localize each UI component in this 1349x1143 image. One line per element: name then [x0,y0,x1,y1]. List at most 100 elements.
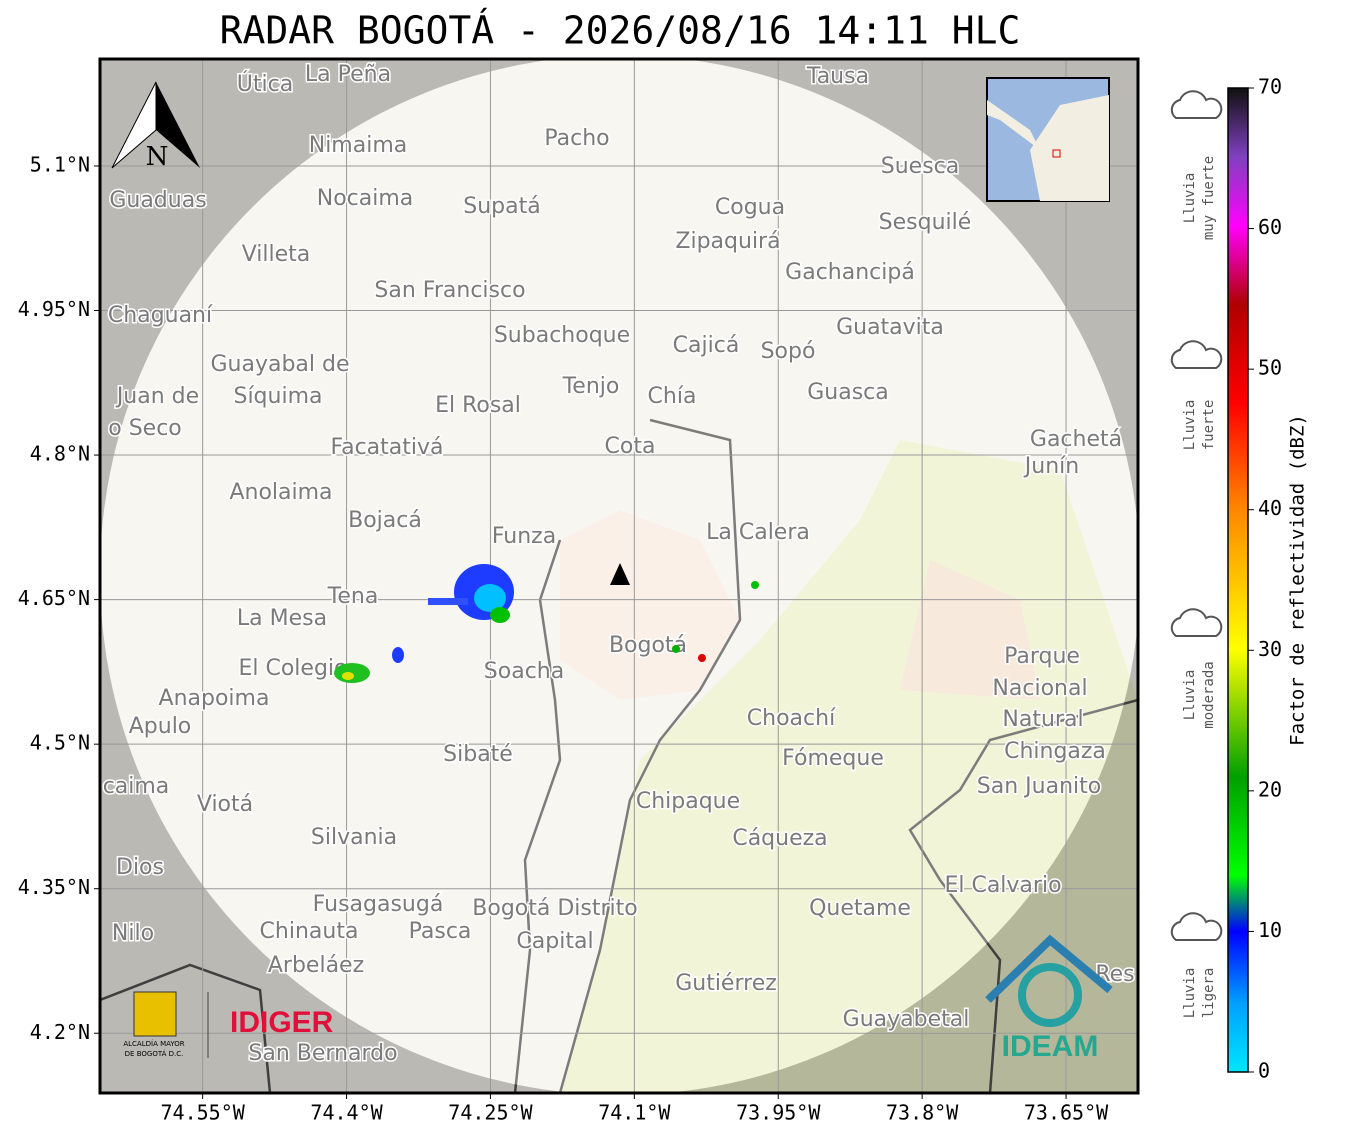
alcaldia-logo: ALCALDÍA MAYOR [123,1039,184,1048]
place-label: Supatá [463,194,540,219]
rain-icon [1170,340,1223,369]
rain-category: moderada [1201,661,1217,728]
colorbar-tick-label: 50 [1258,356,1282,380]
colorbar [1227,87,1249,1073]
y-tick-label: 4.35°N [18,875,90,899]
place-label: Sesquilé [879,210,972,235]
place-label: Anolaima [229,480,332,505]
place-label: Chingaza [1004,739,1106,764]
place-label: Chía [648,384,697,409]
place-label: Choachí [747,706,836,731]
title: RADAR BOGOTÁ - 2026/08/16 14:11 HLC [220,9,1021,53]
place-label: Junín [1023,454,1079,479]
place-label: Tena [327,584,379,609]
rain-icon [1170,912,1223,941]
rain-category: fuerte [1201,400,1217,451]
place-label: Sibaté [443,742,513,767]
colorbar-tick-label: 40 [1258,496,1282,520]
inset-map [986,77,1110,202]
boundaries [100,418,1138,1093]
place-label: Natural [1002,707,1083,732]
north-label: N [146,142,169,172]
colorbar-tick-label: 0 [1258,1059,1270,1083]
place-label: Chinauta [260,919,359,944]
place-label: Nilo [112,921,154,946]
rain-category: muy fuerte [1201,156,1217,240]
rain-category: Lluvia [1182,400,1198,451]
place-label: Sopó [761,339,816,364]
y-tick-label: 4.2°N [30,1020,90,1044]
place-label: caima [103,774,170,799]
x-tick-label: 73.8°W [886,1101,959,1125]
north-arrow: N [111,81,200,172]
urban [560,510,740,700]
colorbar-tick-label: 30 [1258,637,1282,661]
logos: ALCALDÍA MAYOR DE BOGOTÁ D.C. IDIGER IDE… [123,934,1113,1063]
rain-icon [1170,90,1223,119]
place-label: Bogotá Distrito [472,896,637,921]
colorbar-tick-label: 10 [1258,918,1282,942]
place-label: Útica [237,71,293,97]
place-label: Síquima [233,384,322,409]
place-label: Tausa [806,64,869,89]
y-tick-label: 4.95°N [18,297,90,321]
place-label: Gachancipá [785,260,915,285]
y-tick-label: 4.8°N [30,442,90,466]
place-label: La Peña [305,62,391,87]
place-label: Fusagasugá [313,892,444,917]
place-label: San Juanito [977,774,1101,799]
place-label: o Seco [108,416,182,441]
place-label: Chipaque [636,789,740,814]
rain-category: Lluvia [1182,968,1198,1019]
place-label: La Mesa [237,606,327,631]
y-tick-label: 4.5°N [30,731,90,755]
place-label: Suesca [881,154,959,179]
place-label: Fómeque [782,746,884,771]
place-label: Subachoque [494,323,630,348]
place-label: El Calvario [944,873,1061,898]
place-label: Quetame [809,896,911,921]
place-label: Gutiérrez [675,971,777,996]
place-label: Dios [116,855,164,880]
x-tick-label: 74.25°W [448,1101,533,1125]
rain-category: Lluvia [1182,670,1198,721]
x-tick-label: 73.65°W [1024,1101,1109,1125]
place-label: Nocaima [317,186,414,211]
rain-category: ligera [1201,968,1217,1019]
place-label: Silvania [311,825,397,850]
place-label: Bojacá [348,508,422,533]
axes: 74.55°W 74.4°W 74.25°W 74.1°W 73.95°W 73.8°W 7… [18,152,1109,1124]
place-label: Facatativá [330,435,443,460]
place-label: Apulo [129,714,192,739]
place-label: Guaduas [109,188,206,213]
park [900,560,1040,700]
x-tick-label: 74.55°W [161,1101,246,1125]
y-tick-label: 5.1°N [30,152,90,176]
place-label: Capital [516,929,593,954]
place-label: Cáqueza [732,826,827,851]
place-label: Guayabal de [210,352,349,377]
x-tick-label: 73.95°W [736,1101,821,1125]
place-label: La Calera [706,520,810,545]
place-label: Anapoima [159,686,270,711]
alcaldia-logo: DE BOGOTÁ D.C. [125,1049,184,1058]
place-label: Cogua [715,195,785,220]
colorbar-tick-label: 20 [1258,777,1282,801]
place-label: Tenjo [562,374,620,399]
ideam-logo: IDEAM [1002,1030,1099,1063]
x-tick-label: 74.4°W [310,1101,383,1125]
map-frame [98,57,1140,1095]
rain-category: Lluvia [1182,173,1198,224]
place-label: San Francisco [374,278,525,303]
place-label: El Colegio [238,656,347,681]
idiger-logo: IDIGER [230,1006,334,1039]
place-label: Chaguaní [108,303,213,328]
radar-echoes [334,564,759,683]
rain-icon [1170,608,1223,637]
place-label: Funza [492,524,556,549]
place-label: Parque [1004,644,1080,669]
y-tick-label: 4.65°N [18,586,90,610]
map-area: La Peña Útica Tausa Pacho Nimaima Guaduas Noca… [100,59,1138,1093]
place-label: Guasca [807,380,889,405]
